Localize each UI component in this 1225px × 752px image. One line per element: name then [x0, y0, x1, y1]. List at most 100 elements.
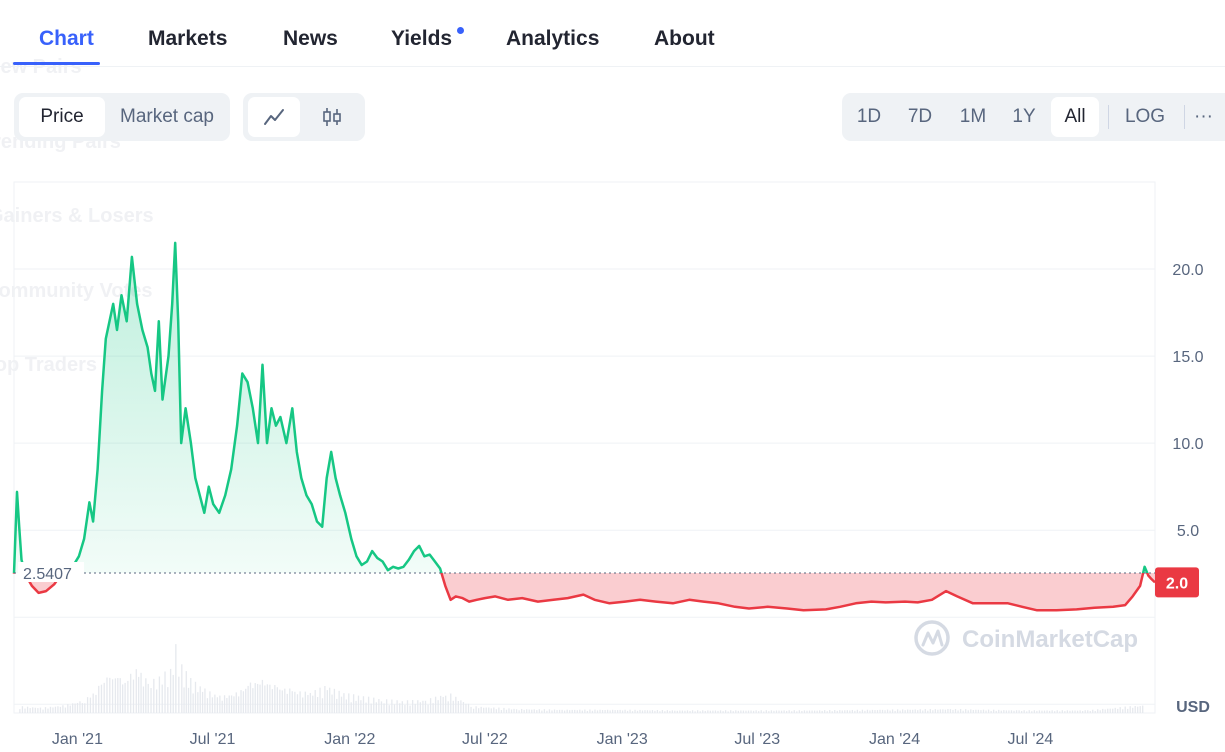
volume-bar [551, 710, 553, 713]
volume-bar [1129, 706, 1131, 713]
volume-bar [307, 695, 309, 713]
volume-bar [1008, 710, 1010, 713]
volume-bar [209, 691, 211, 713]
volume-bar [942, 709, 944, 713]
tab-chart[interactable]: Chart [39, 27, 94, 50]
tab-yields[interactable]: Yields [391, 27, 453, 50]
volume-bar [242, 691, 245, 713]
volume-bar [972, 710, 974, 713]
volume-bar [348, 693, 350, 713]
volume-bar [175, 644, 177, 713]
baseline-label-bg [18, 562, 84, 583]
volume-bar [624, 709, 626, 713]
volume-bar [932, 710, 934, 713]
market-cap-button[interactable]: Market cap [120, 106, 214, 127]
volume-bar [679, 710, 681, 713]
volume-bar [1036, 710, 1038, 713]
volume-bar [548, 709, 551, 713]
volume-bar [1043, 710, 1046, 713]
price-button[interactable]: Price [19, 97, 105, 137]
volume-bar [465, 703, 467, 713]
volume-bar [194, 681, 197, 713]
volume-bar [483, 707, 485, 713]
volume-bar [636, 710, 639, 713]
current-price-label: 2.0 [1166, 575, 1188, 592]
volume-bar [904, 710, 906, 713]
line-chart-button[interactable] [248, 97, 300, 137]
tab-markets[interactable]: Markets [148, 27, 228, 50]
volume-bar [634, 709, 636, 713]
volume-bar [631, 711, 634, 713]
volume-bar [223, 695, 226, 713]
tab-analytics[interactable]: Analytics [506, 27, 600, 50]
volume-bar [785, 710, 788, 713]
volume-bar [291, 691, 293, 713]
volume-bar [747, 710, 750, 713]
x-tick-label: Jul '21 [190, 731, 236, 747]
volume-bar [462, 702, 465, 713]
volume-bar [98, 685, 100, 713]
volume-bar [1142, 705, 1144, 713]
volume-bar [345, 699, 348, 713]
log-scale-button[interactable]: LOG [1124, 106, 1166, 127]
volume-bar [934, 709, 936, 713]
active-tab-indicator [13, 62, 100, 65]
volume-bar [856, 709, 859, 713]
volume-bar [259, 684, 261, 713]
range-1m-button[interactable]: 1M [959, 106, 987, 127]
volume-bar [899, 710, 901, 713]
volume-bar [72, 703, 74, 713]
volume-bar [316, 697, 319, 713]
volume-bar [1117, 708, 1119, 713]
currency-label: USD [1176, 699, 1210, 716]
volume-bar [480, 706, 482, 713]
volume-bar [606, 709, 609, 713]
volume-bar [122, 684, 124, 713]
range-1y-button[interactable]: 1Y [1012, 106, 1036, 127]
volume-bar [1033, 710, 1035, 713]
volume-bar [616, 710, 619, 713]
x-tick-label: Jan '22 [324, 731, 375, 747]
volume-bar [528, 709, 530, 713]
volume-bar [197, 692, 199, 713]
volume-bar [967, 710, 969, 713]
volume-bar [689, 711, 691, 713]
volume-bar [813, 710, 816, 713]
volume-bar [526, 709, 528, 713]
tab-about[interactable]: About [654, 27, 715, 50]
volume-bar [286, 693, 288, 713]
line-chart-icon [264, 108, 284, 125]
watermark: CoinMarketCap [914, 620, 1138, 656]
more-options-button[interactable]: ··· [1194, 106, 1213, 127]
volume-bar [1054, 711, 1056, 713]
volume-bar [641, 710, 644, 713]
volume-bar [192, 693, 194, 713]
volume-bar [367, 696, 370, 713]
volume-bar [470, 706, 472, 713]
volume-bar [230, 695, 233, 713]
x-tick-label: Jul '24 [1008, 731, 1054, 747]
tab-news[interactable]: News [283, 27, 338, 50]
volume-bar [117, 678, 119, 713]
volume-bar [829, 710, 831, 713]
volume-bar [135, 669, 137, 713]
volume-bar [639, 709, 641, 713]
volume-bar [894, 710, 896, 713]
volume-bar [735, 710, 737, 713]
volume-bar [319, 687, 321, 713]
range-7d-button[interactable]: 7D [907, 106, 933, 127]
volume-bar [161, 684, 163, 713]
volume-bar [919, 709, 921, 713]
volume-bar [990, 711, 992, 713]
volume-bar [998, 709, 1000, 713]
volume-bar [145, 678, 147, 713]
candlestick-button[interactable] [306, 97, 358, 137]
range-1d-button[interactable]: 1D [856, 106, 882, 127]
volume-bar [712, 710, 714, 713]
volume-bar [1124, 706, 1126, 713]
volume-bar [917, 710, 919, 713]
range-all-button[interactable]: All [1051, 97, 1099, 137]
volume-bar [199, 686, 201, 713]
volume-bar [158, 676, 161, 713]
volume-bar [190, 678, 192, 713]
